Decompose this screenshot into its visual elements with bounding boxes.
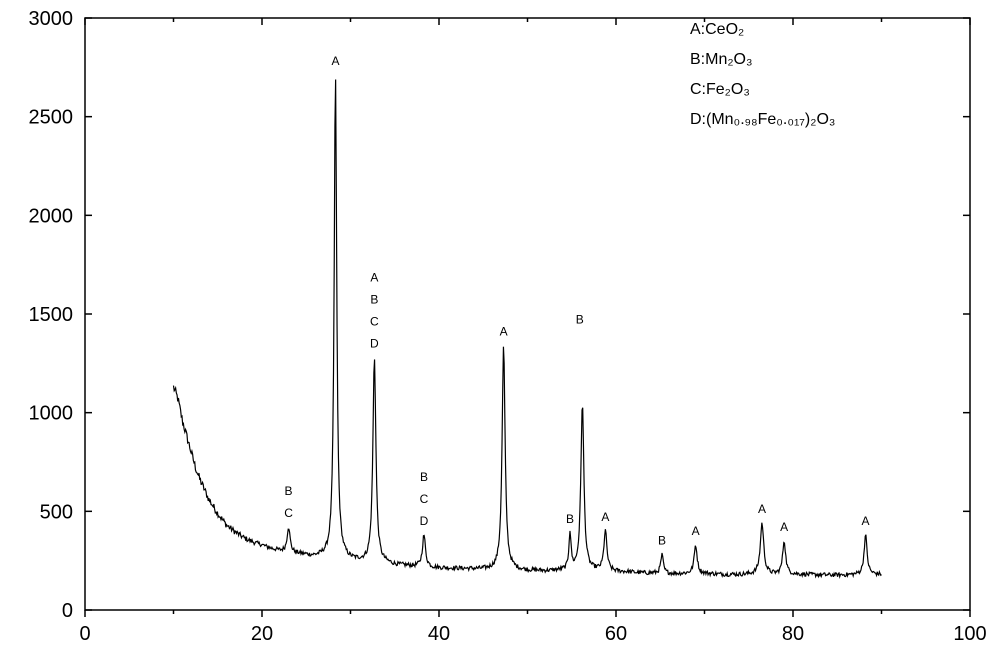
peak-label: C <box>284 506 293 520</box>
x-tick-label: 80 <box>782 623 804 645</box>
peak-label: A <box>862 514 870 528</box>
peak-label: B <box>566 512 574 526</box>
peak-label: C <box>420 492 429 506</box>
peak-label: A <box>692 524 700 538</box>
peak-label: A <box>331 54 339 68</box>
x-tick-label: 60 <box>605 623 627 645</box>
peak-label: D <box>370 336 379 350</box>
y-tick-label: 2000 <box>29 205 74 227</box>
legend-item: A:CeO₂ <box>690 21 744 38</box>
chart-svg: 020406080100050010001500200025003000BCAA… <box>0 0 1000 664</box>
x-tick-label: 20 <box>251 623 273 645</box>
legend-item: C:Fe₂O₃ <box>690 81 750 98</box>
peak-label: B <box>658 534 666 548</box>
peak-label: D <box>420 514 429 528</box>
x-tick-label: 100 <box>953 623 986 645</box>
x-tick-label: 40 <box>428 623 450 645</box>
peak-label: B <box>420 470 428 484</box>
peak-label: A <box>780 520 788 534</box>
plot-frame <box>85 18 970 610</box>
legend-item: D:(Mn₀.₉₈Fe₀.₀₁₇)₂O₃ <box>690 111 835 128</box>
peak-label: A <box>370 270 378 284</box>
peak-label: B <box>370 292 378 306</box>
y-tick-label: 3000 <box>29 8 74 30</box>
xrd-chart: 020406080100050010001500200025003000BCAA… <box>0 0 1000 664</box>
peak-label: A <box>601 510 609 524</box>
y-tick-label: 1500 <box>29 304 74 326</box>
peak-label: C <box>370 314 379 328</box>
xrd-curve <box>174 79 882 576</box>
y-tick-label: 0 <box>62 600 73 622</box>
peak-label: B <box>576 313 584 327</box>
y-tick-label: 2500 <box>29 107 74 129</box>
peak-label: A <box>500 325 508 339</box>
legend-item: B:Mn₂O₃ <box>690 51 753 68</box>
y-tick-label: 1000 <box>29 403 74 425</box>
x-tick-label: 0 <box>79 623 90 645</box>
peak-label: A <box>758 502 766 516</box>
y-tick-label: 500 <box>40 501 73 523</box>
peak-label: B <box>285 484 293 498</box>
